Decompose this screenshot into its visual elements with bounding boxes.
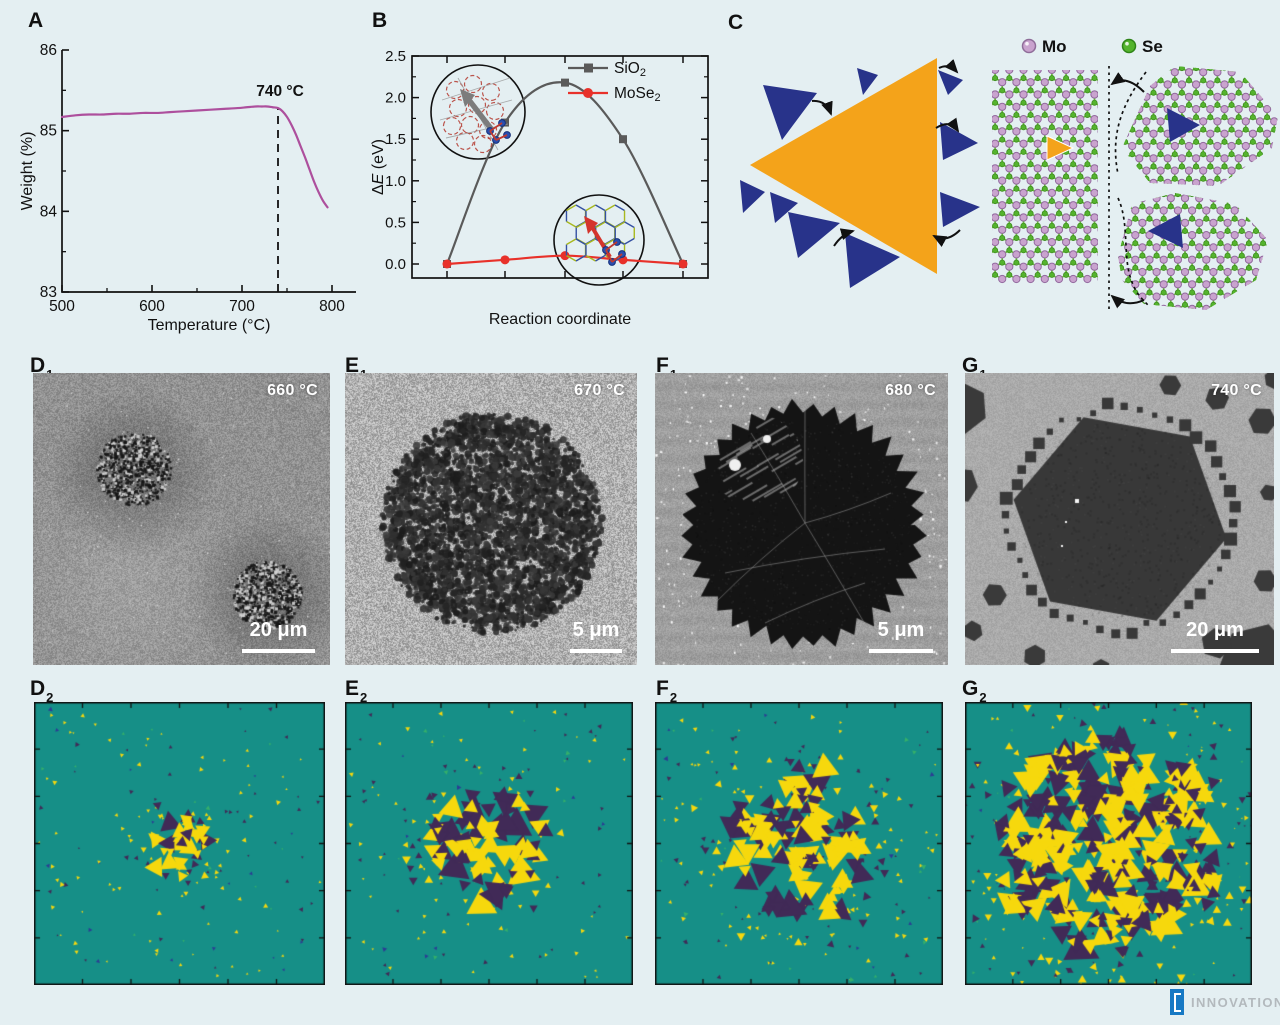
embedded-fragment-domain (1167, 108, 1200, 142)
tga-weight-chart: 500 600 700 800 83 84 85 86 Temperature (°C) Weig… (19, 42, 356, 334)
temperature-label: 660 °C (267, 382, 318, 399)
scale-bar-label: 20 μm (249, 619, 308, 641)
svg-text:ΔE (eV): ΔE (eV) (370, 139, 387, 195)
svg-text:800: 800 (319, 298, 345, 315)
reaction-barrier-chart: 0.0 0.5 1.0 1.5 2.0 2.5 Reaction coordinate ΔE … (370, 48, 709, 328)
svg-text:1.5: 1.5 (385, 131, 406, 148)
monte-carlo-map-660c (34, 702, 325, 985)
svg-text:740 °C: 740 °C (256, 83, 304, 100)
svg-text:83: 83 (40, 284, 57, 301)
sem-image-panel-d1: 660 °C 20 μm (33, 373, 330, 665)
svg-text:0.5: 0.5 (385, 214, 406, 231)
embedded-parent-domain (1046, 135, 1075, 161)
scale-bar-label: 5 μm (877, 619, 925, 641)
svg-text:700: 700 (229, 298, 255, 315)
fragment-triangle (857, 68, 878, 95)
legend-se: Se (1142, 37, 1163, 56)
fragment-triangle (940, 122, 978, 160)
simulation-panel-f2 (655, 702, 943, 985)
panel-label-a: A (28, 9, 44, 32)
sem-micrograph-740c (965, 373, 1274, 665)
svg-text:86: 86 (40, 42, 57, 59)
panel-label-g2: G2 (962, 677, 987, 706)
fragment-triangle (938, 70, 963, 95)
panel-label-c: C (728, 11, 744, 34)
legend-mo: Mo (1042, 37, 1067, 56)
scale-bar (570, 649, 622, 653)
mose2-film-lattice (992, 70, 1098, 284)
panel-label-b: B (372, 9, 388, 32)
parent-crystal-triangle (750, 58, 937, 274)
legend-SiO: SiO2 (614, 60, 646, 79)
panel-label-f2: F2 (656, 677, 678, 706)
svg-text:Weight (%): Weight (%) (19, 132, 36, 211)
fragment-triangle (740, 180, 765, 213)
sem-image-panel-e1: 670 °C 5 μm (345, 373, 637, 665)
journal-logo-text: INNOVATION (1191, 994, 1280, 1010)
simulation-panel-g2 (965, 702, 1252, 985)
svg-text:Reaction coordinate: Reaction coordinate (489, 311, 631, 328)
svg-text:500: 500 (49, 298, 75, 315)
sem-image-panel-g1: 740 °C 20 μm (965, 373, 1274, 665)
fragment-triangle (845, 233, 900, 288)
simulation-panel-e2 (345, 702, 633, 985)
sem-micrograph-660c (33, 373, 330, 665)
svg-text:600: 600 (139, 298, 165, 315)
embedded-fragment-domain (1148, 214, 1183, 248)
sem-image-panel-f1: 680 °C 5 μm (655, 373, 948, 665)
scale-bar (242, 649, 315, 653)
panel-label-d2: D2 (30, 677, 54, 706)
sem-micrograph-670c (345, 373, 637, 665)
scale-bar (1171, 649, 1259, 653)
mose2-inset-drawing (565, 204, 635, 266)
monte-carlo-map-680c (655, 702, 943, 985)
journal-logo: INNOVATION (1170, 989, 1280, 1015)
monte-carlo-map-670c (345, 702, 633, 985)
simulation-panel-d2 (34, 702, 325, 985)
tga-weight-curve (60, 105, 329, 209)
fragment-triangle (940, 192, 980, 227)
scale-bar-label: 20 μm (1186, 619, 1244, 641)
svg-text:2.0: 2.0 (385, 90, 406, 107)
innovation-logo-icon (1170, 989, 1184, 1015)
temperature-label: 740 °C (1211, 382, 1262, 399)
svg-text:84: 84 (40, 203, 58, 220)
growth-mechanism-diagram: Mo Se (740, 37, 1278, 310)
temperature-label: 680 °C (885, 382, 936, 399)
fragment-triangle (763, 85, 817, 140)
svg-text:2.5: 2.5 (385, 48, 406, 65)
monte-carlo-map-740c (965, 702, 1252, 985)
sem-micrograph-680c (655, 373, 948, 665)
svg-text:85: 85 (40, 123, 57, 140)
temperature-label: 670 °C (574, 382, 625, 399)
fragment-triangle (770, 192, 798, 223)
svg-text:1.0: 1.0 (385, 173, 406, 190)
svg-text:0.0: 0.0 (385, 256, 406, 273)
scale-bar (869, 649, 933, 653)
fragment-triangle (788, 212, 840, 258)
sio2-inset-drawing (439, 74, 513, 154)
legend-MoSe: MoSe2 (614, 85, 661, 104)
detached-fragment-lattice-top (1122, 66, 1278, 186)
scale-bar-label: 5 μm (572, 619, 620, 641)
panel-label-e2: E2 (345, 677, 368, 706)
svg-text:Temperature (°C): Temperature (°C) (148, 317, 271, 334)
